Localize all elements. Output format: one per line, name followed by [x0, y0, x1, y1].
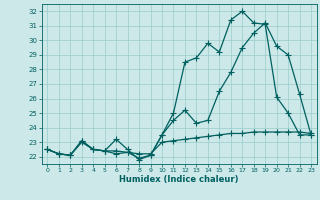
X-axis label: Humidex (Indice chaleur): Humidex (Indice chaleur)	[119, 175, 239, 184]
